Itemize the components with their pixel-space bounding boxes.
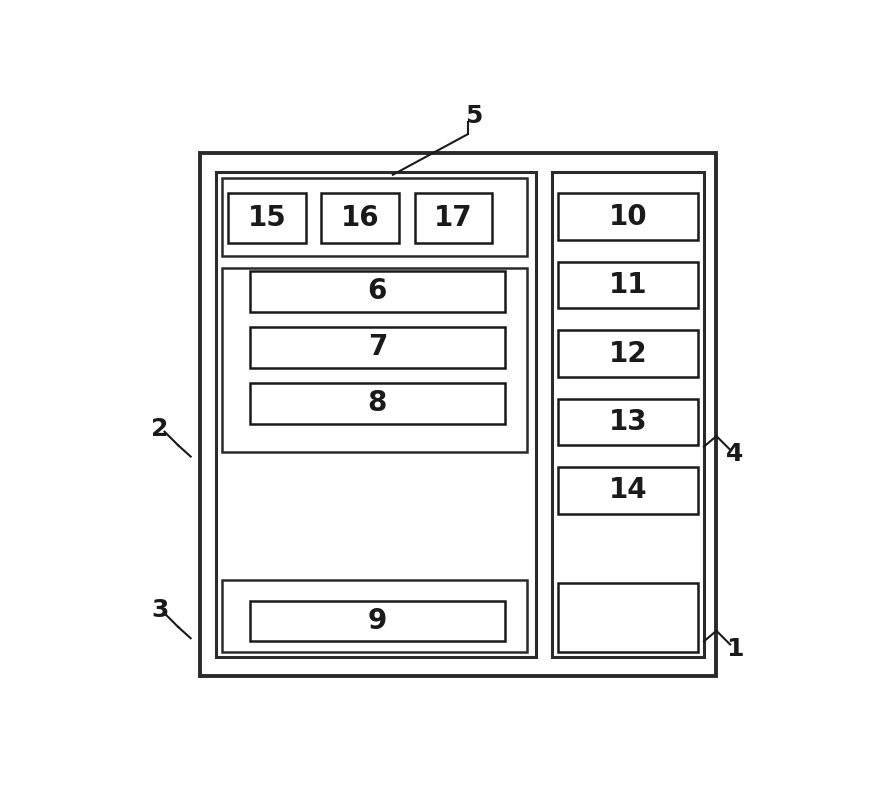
Bar [558, 193, 698, 240]
Text: 5: 5 [465, 103, 482, 128]
Text: 8: 8 [368, 389, 387, 418]
Bar [228, 193, 305, 243]
Bar [415, 193, 493, 243]
Bar [222, 178, 527, 255]
Text: 7: 7 [368, 334, 387, 361]
Bar [551, 171, 704, 657]
Text: 1: 1 [726, 637, 744, 661]
Bar [558, 467, 698, 514]
Text: 3: 3 [151, 598, 168, 622]
Bar [200, 153, 717, 675]
Bar [321, 193, 399, 243]
Bar [216, 171, 536, 657]
Text: 13: 13 [608, 408, 647, 436]
Text: 9: 9 [368, 607, 387, 635]
Text: 2: 2 [151, 417, 168, 440]
Bar [250, 601, 505, 642]
Text: 11: 11 [608, 271, 647, 299]
Text: 17: 17 [434, 204, 472, 232]
Bar [558, 398, 698, 445]
Bar [558, 583, 698, 652]
Bar [250, 383, 505, 423]
Text: 14: 14 [608, 477, 647, 504]
Text: 16: 16 [341, 204, 379, 232]
Bar [250, 271, 505, 312]
Text: 12: 12 [608, 339, 647, 368]
Bar [222, 580, 527, 652]
Text: 4: 4 [726, 442, 744, 466]
Text: 10: 10 [608, 203, 647, 231]
Bar [250, 327, 505, 368]
Text: 15: 15 [248, 204, 286, 232]
Bar [222, 268, 527, 452]
Text: 6: 6 [368, 277, 387, 305]
Bar [558, 262, 698, 309]
Bar [558, 330, 698, 377]
